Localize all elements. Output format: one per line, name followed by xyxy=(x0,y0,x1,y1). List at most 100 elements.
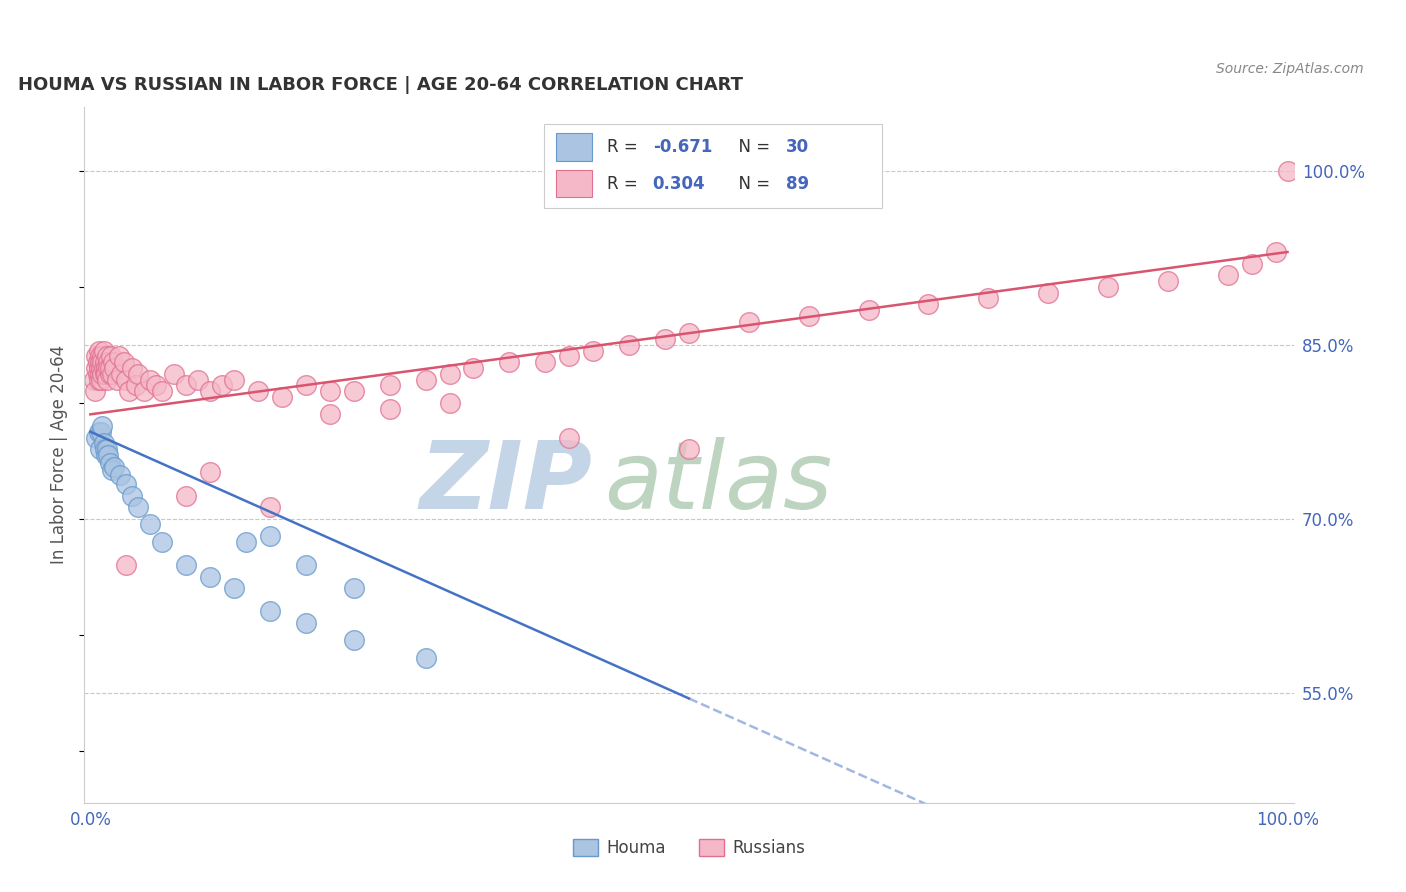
Point xyxy=(87,425,110,439)
Point xyxy=(89,355,111,369)
Point xyxy=(101,355,124,369)
Text: 89: 89 xyxy=(786,175,808,193)
Point xyxy=(87,360,110,375)
Point xyxy=(94,448,117,462)
Point xyxy=(93,436,115,450)
Text: ZIP: ZIP xyxy=(419,437,592,529)
Point xyxy=(97,360,120,375)
Point xyxy=(378,401,401,416)
Point xyxy=(90,360,112,375)
Point xyxy=(558,349,581,363)
Point xyxy=(93,360,115,375)
Text: 0.304: 0.304 xyxy=(652,175,706,193)
Point xyxy=(858,302,880,317)
Point xyxy=(259,529,281,543)
Point xyxy=(96,372,118,386)
Point xyxy=(89,442,111,456)
Point xyxy=(86,349,108,363)
Point xyxy=(1277,163,1299,178)
Point xyxy=(108,349,131,363)
Point xyxy=(93,343,115,358)
Point xyxy=(110,367,132,381)
Point xyxy=(103,459,125,474)
Point xyxy=(91,355,114,369)
Point xyxy=(101,463,124,477)
Point xyxy=(222,372,245,386)
Point xyxy=(1097,279,1119,293)
Point xyxy=(127,367,149,381)
Point xyxy=(378,378,401,392)
Point xyxy=(439,367,461,381)
Point xyxy=(738,314,761,328)
Point xyxy=(558,430,581,444)
Point xyxy=(98,367,121,381)
Point xyxy=(105,372,128,386)
Point xyxy=(115,476,138,491)
Point xyxy=(93,367,115,381)
Point xyxy=(246,384,269,398)
Point xyxy=(259,605,281,619)
Point xyxy=(121,488,143,502)
Point xyxy=(103,360,125,375)
Point xyxy=(211,378,233,392)
Point xyxy=(174,488,197,502)
Point xyxy=(87,372,110,386)
Point xyxy=(93,355,115,369)
Point xyxy=(415,651,437,665)
Point xyxy=(654,332,676,346)
Point xyxy=(343,384,366,398)
Point xyxy=(115,558,138,573)
Point xyxy=(93,442,115,456)
Point xyxy=(90,372,112,386)
Point xyxy=(125,378,148,392)
Point xyxy=(100,349,122,363)
Point xyxy=(174,558,197,573)
Point xyxy=(94,367,117,381)
Point xyxy=(86,355,108,369)
Point xyxy=(97,355,120,369)
Point xyxy=(84,384,107,398)
Point xyxy=(678,326,700,340)
Point xyxy=(89,367,111,381)
Text: -0.671: -0.671 xyxy=(652,138,711,156)
Point xyxy=(198,569,221,583)
Text: R =: R = xyxy=(607,138,643,156)
Point xyxy=(96,349,118,363)
Point xyxy=(295,615,318,630)
Point xyxy=(617,337,640,351)
Point xyxy=(415,372,437,386)
Point xyxy=(86,430,108,444)
Point xyxy=(534,355,557,369)
Point xyxy=(678,442,700,456)
Point xyxy=(91,349,114,363)
Point xyxy=(187,372,209,386)
Point xyxy=(198,384,221,398)
Point xyxy=(112,355,135,369)
Point xyxy=(86,360,108,375)
Point xyxy=(163,367,186,381)
Point xyxy=(145,378,167,392)
Point xyxy=(87,343,110,358)
Point xyxy=(1264,244,1286,259)
Point xyxy=(259,500,281,514)
Text: Source: ZipAtlas.com: Source: ZipAtlas.com xyxy=(1216,62,1364,77)
Bar xyxy=(555,169,592,197)
Point xyxy=(222,582,245,596)
Y-axis label: In Labor Force | Age 20-64: In Labor Force | Age 20-64 xyxy=(51,345,69,565)
Point xyxy=(98,360,121,375)
Point xyxy=(1240,256,1263,270)
Point xyxy=(270,390,292,404)
FancyBboxPatch shape xyxy=(544,124,883,208)
Point xyxy=(295,558,318,573)
Point xyxy=(582,343,605,358)
Point xyxy=(498,355,520,369)
Point xyxy=(127,500,149,514)
Point xyxy=(139,372,162,386)
Text: N =: N = xyxy=(728,175,775,193)
Point xyxy=(463,360,485,375)
Point xyxy=(91,418,114,433)
Point xyxy=(319,407,342,421)
Point xyxy=(439,395,461,409)
Point xyxy=(198,465,221,479)
Point xyxy=(1036,285,1059,300)
